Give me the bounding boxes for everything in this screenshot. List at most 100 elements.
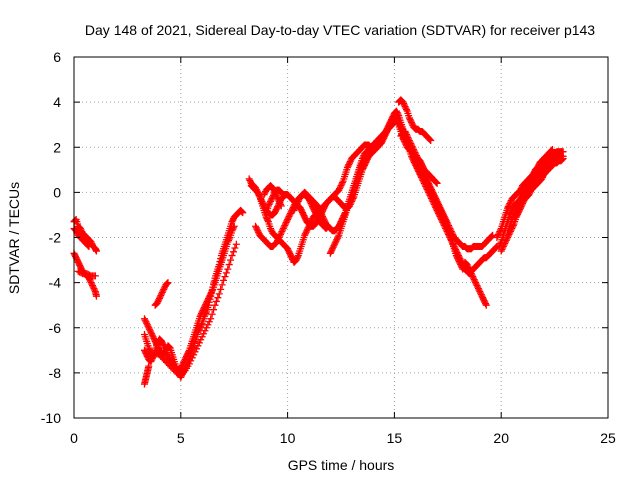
data-point bbox=[91, 286, 99, 294]
data-point bbox=[254, 190, 262, 198]
y-tick-label: -8 bbox=[49, 365, 62, 381]
data-point bbox=[309, 204, 317, 212]
data-series bbox=[395, 96, 435, 144]
data-point bbox=[230, 222, 238, 230]
data-point bbox=[311, 209, 319, 217]
data-point bbox=[143, 351, 151, 359]
data-point bbox=[436, 203, 444, 211]
data-point bbox=[224, 265, 232, 273]
data-point bbox=[504, 204, 512, 212]
data-point bbox=[316, 208, 324, 216]
data-series bbox=[74, 267, 99, 280]
data-point bbox=[499, 243, 507, 251]
data-point bbox=[212, 297, 220, 305]
data-point bbox=[346, 159, 354, 167]
data-point bbox=[155, 294, 163, 302]
y-tick-label: -4 bbox=[49, 275, 62, 291]
data-point bbox=[504, 203, 512, 211]
data-point bbox=[264, 202, 272, 210]
data-point bbox=[320, 215, 328, 223]
data-point bbox=[165, 343, 173, 351]
data-point bbox=[183, 351, 191, 359]
data-point bbox=[148, 355, 156, 363]
data-point bbox=[477, 289, 485, 297]
data-point bbox=[221, 273, 229, 281]
data-point bbox=[482, 300, 490, 308]
data-point bbox=[237, 207, 245, 215]
data-point bbox=[281, 220, 289, 228]
data-point bbox=[508, 215, 516, 223]
y-axis-label: SDTVAR / TECUs bbox=[6, 182, 22, 294]
data-point bbox=[433, 197, 441, 205]
data-point bbox=[452, 246, 460, 254]
data-point bbox=[375, 141, 383, 149]
data-point bbox=[217, 285, 225, 293]
data-point bbox=[273, 238, 281, 246]
data-point bbox=[514, 202, 522, 210]
x-tick-label: 15 bbox=[387, 430, 403, 446]
data-point bbox=[487, 233, 495, 241]
data-point bbox=[534, 164, 542, 172]
data-point bbox=[199, 306, 207, 314]
data-point bbox=[73, 255, 81, 263]
data-point bbox=[393, 109, 401, 117]
data-point bbox=[269, 184, 277, 192]
y-tick-label: -2 bbox=[49, 230, 62, 246]
data-point bbox=[403, 132, 411, 140]
data-point bbox=[403, 106, 411, 114]
data-point bbox=[146, 347, 154, 355]
data-point bbox=[344, 162, 352, 170]
data-point bbox=[182, 354, 190, 362]
data-point bbox=[158, 339, 166, 347]
data-point bbox=[401, 103, 409, 111]
data-point bbox=[201, 302, 209, 310]
data-point bbox=[318, 212, 326, 220]
data-point bbox=[148, 330, 156, 338]
data-point bbox=[197, 311, 205, 319]
data-point bbox=[426, 182, 434, 190]
data-point bbox=[494, 230, 502, 238]
data-point bbox=[365, 152, 373, 160]
data-point bbox=[527, 175, 535, 183]
data-point bbox=[407, 117, 415, 125]
data-point bbox=[204, 296, 212, 304]
data-point bbox=[292, 202, 300, 210]
data-point bbox=[286, 211, 294, 219]
data-point bbox=[266, 199, 274, 207]
y-tick-label: -6 bbox=[49, 320, 62, 336]
data-point bbox=[332, 237, 340, 245]
data-point bbox=[222, 269, 230, 277]
data-series bbox=[140, 240, 240, 379]
data-point bbox=[288, 254, 296, 262]
data-points bbox=[70, 96, 567, 388]
data-point bbox=[474, 285, 482, 293]
data-point bbox=[197, 321, 205, 329]
data-point bbox=[208, 287, 216, 295]
data-point bbox=[202, 299, 210, 307]
data-point bbox=[145, 362, 153, 370]
data-point bbox=[522, 185, 530, 193]
data-point bbox=[71, 252, 79, 260]
data-point bbox=[364, 153, 372, 161]
data-point bbox=[439, 209, 447, 217]
data-point bbox=[327, 248, 335, 256]
data-point bbox=[470, 276, 478, 284]
data-point bbox=[477, 291, 485, 299]
data-point bbox=[239, 209, 247, 217]
data-point bbox=[427, 185, 435, 193]
data-point bbox=[526, 178, 534, 186]
data-point bbox=[441, 214, 449, 222]
data-point bbox=[182, 352, 190, 360]
data-point bbox=[482, 301, 490, 309]
data-point bbox=[519, 193, 527, 201]
data-point bbox=[299, 209, 307, 217]
data-point bbox=[472, 279, 480, 287]
data-point bbox=[345, 161, 353, 169]
data-point bbox=[523, 184, 531, 192]
data-point bbox=[255, 191, 263, 199]
data-point bbox=[154, 297, 162, 305]
data-point bbox=[272, 206, 280, 214]
data-point bbox=[163, 280, 171, 288]
data-series bbox=[252, 116, 497, 253]
data-point bbox=[229, 224, 237, 232]
